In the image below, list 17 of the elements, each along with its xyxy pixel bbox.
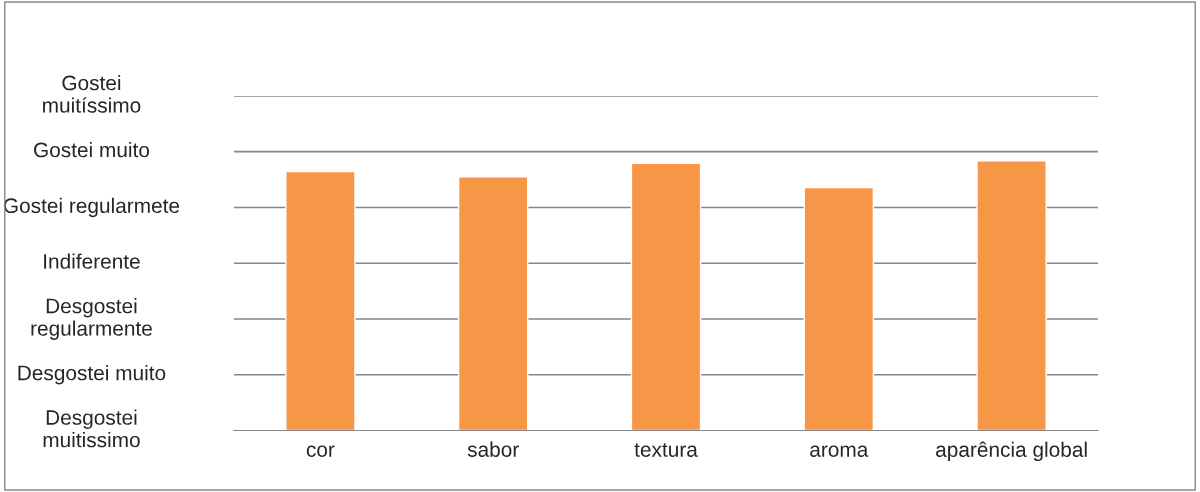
bar [457,176,529,431]
bar [976,159,1047,431]
text: Desgostei muitissimo [43,409,140,448]
text: Desgostei regularmente [31,298,152,340]
x-tick-label: aparência global [936,441,1087,462]
x-tick-label: cor [306,445,335,457]
text: Gostei muitíssimo [43,75,141,113]
text: Gostei muito [34,141,150,158]
x-tick-label: sabor [467,441,519,457]
text: Indiferente [44,253,140,269]
bar [803,186,875,431]
x-tick-label: textura [634,443,698,457]
text: Desgostei muito [18,365,166,385]
x-tick-label: aroma [810,445,869,457]
text: Gostei regularmete [3,197,180,218]
bar [630,162,702,431]
bar [285,170,356,431]
